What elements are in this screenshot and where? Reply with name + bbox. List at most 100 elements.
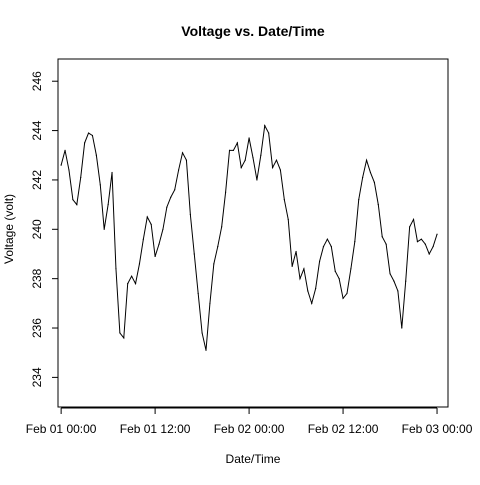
data-point-0-77	[362, 176, 364, 179]
series-layer	[60, 124, 438, 351]
data-point-0-67	[322, 245, 325, 248]
data-point-0-90	[412, 218, 415, 221]
data-point-0-88	[405, 280, 407, 282]
data-point-0-53	[268, 132, 270, 134]
y-tick-label-5: 244	[30, 120, 44, 140]
data-point-0-31	[181, 152, 184, 154]
data-point-0-50	[256, 179, 258, 181]
data-point-0-6	[84, 142, 86, 144]
y-axis: 234 236 238 240 242 244 246	[30, 71, 59, 387]
data-point-0-5	[80, 176, 82, 179]
data-point-0-55	[275, 159, 278, 161]
data-point-0-21	[142, 238, 144, 240]
data-point-0-76	[358, 199, 360, 201]
data-point-0-15	[119, 332, 121, 334]
data-point-0-87	[401, 327, 403, 329]
data-point-0-62	[303, 268, 305, 270]
data-point-0-35	[197, 292, 199, 295]
chart-title: Voltage vs. Date/Time	[181, 23, 325, 39]
data-point-0-79	[369, 171, 372, 174]
data-point-0-49	[252, 157, 254, 159]
data-point-0-68	[326, 238, 328, 240]
x-tick-label-2: Feb 02 00:00	[214, 422, 285, 436]
y-tick-label-4: 242	[30, 170, 44, 190]
data-point-0-48	[248, 137, 250, 139]
data-point-0-18	[131, 275, 133, 277]
x-tick-label-4: Feb 03 00:00	[402, 422, 473, 436]
data-point-0-92	[420, 238, 422, 240]
data-point-0-28	[170, 196, 172, 198]
data-point-0-44	[232, 149, 235, 151]
data-point-0-61	[299, 278, 301, 280]
data-point-0-37	[205, 349, 207, 351]
data-point-0-22	[146, 216, 148, 218]
data-point-0-58	[287, 218, 289, 221]
data-point-0-19	[134, 283, 137, 285]
data-point-0-82	[381, 236, 383, 238]
data-point-0-96	[436, 233, 438, 235]
data-point-0-20	[138, 263, 141, 265]
data-point-0-14	[115, 268, 117, 270]
data-point-0-66	[318, 260, 321, 262]
data-point-0-47	[244, 159, 246, 161]
data-point-0-16	[123, 337, 125, 339]
data-point-0-8	[91, 134, 94, 137]
x-tick-label-1: Feb 01 12:00	[120, 422, 191, 436]
data-point-0-81	[377, 204, 379, 206]
data-point-0-63	[307, 290, 309, 292]
data-point-0-86	[397, 290, 399, 292]
data-point-0-39	[213, 263, 215, 265]
data-point-0-3	[72, 199, 74, 201]
data-point-0-51	[260, 154, 262, 156]
data-point-0-85	[393, 280, 395, 282]
data-point-0-71	[338, 278, 340, 280]
data-point-0-43	[228, 149, 231, 151]
data-point-0-12	[107, 204, 109, 206]
data-point-0-73	[346, 292, 348, 295]
data-point-0-27	[166, 206, 168, 208]
data-point-0-36	[201, 332, 203, 334]
data-point-0-33	[189, 213, 191, 216]
y-tick-label-1: 236	[30, 318, 44, 338]
data-point-0-24	[154, 255, 156, 258]
data-point-0-17	[127, 283, 129, 285]
data-point-0-40	[217, 245, 219, 248]
data-point-0-0	[60, 164, 62, 166]
data-point-0-10	[99, 184, 101, 186]
data-point-0-89	[409, 226, 411, 228]
data-point-0-4	[76, 204, 78, 206]
data-point-0-65	[315, 287, 317, 290]
data-point-0-52	[264, 125, 266, 127]
data-point-0-41	[221, 226, 223, 228]
data-point-0-1	[64, 149, 66, 151]
data-point-0-34	[193, 253, 195, 255]
data-point-0-84	[389, 273, 391, 275]
data-point-0-7	[87, 132, 90, 134]
data-point-0-25	[158, 243, 160, 245]
x-tick-label-0: Feb 01 00:00	[26, 422, 97, 436]
y-axis-label: Voltage (volt)	[2, 194, 16, 264]
data-point-0-59	[291, 265, 293, 267]
data-point-0-57	[283, 199, 285, 201]
y-tick-label-3: 240	[30, 219, 44, 239]
data-point-0-70	[334, 270, 336, 272]
x-axis-label: Date/Time	[226, 452, 281, 466]
data-point-0-93	[424, 243, 426, 245]
data-point-0-74	[350, 268, 352, 270]
data-point-0-78	[365, 159, 368, 161]
data-point-0-11	[103, 228, 105, 230]
x-tick-label-3: Feb 02 12:00	[308, 422, 379, 436]
data-point-0-54	[271, 167, 274, 169]
data-point-0-32	[185, 159, 188, 161]
data-point-0-45	[236, 142, 238, 144]
y-tick-label-6: 246	[30, 71, 44, 91]
y-tick-label-2: 238	[30, 268, 44, 288]
data-point-0-42	[224, 191, 227, 193]
data-point-0-13	[111, 171, 113, 174]
y-tick-label-0: 234	[30, 367, 44, 387]
data-point-0-30	[178, 169, 180, 171]
data-point-0-75	[354, 241, 356, 243]
